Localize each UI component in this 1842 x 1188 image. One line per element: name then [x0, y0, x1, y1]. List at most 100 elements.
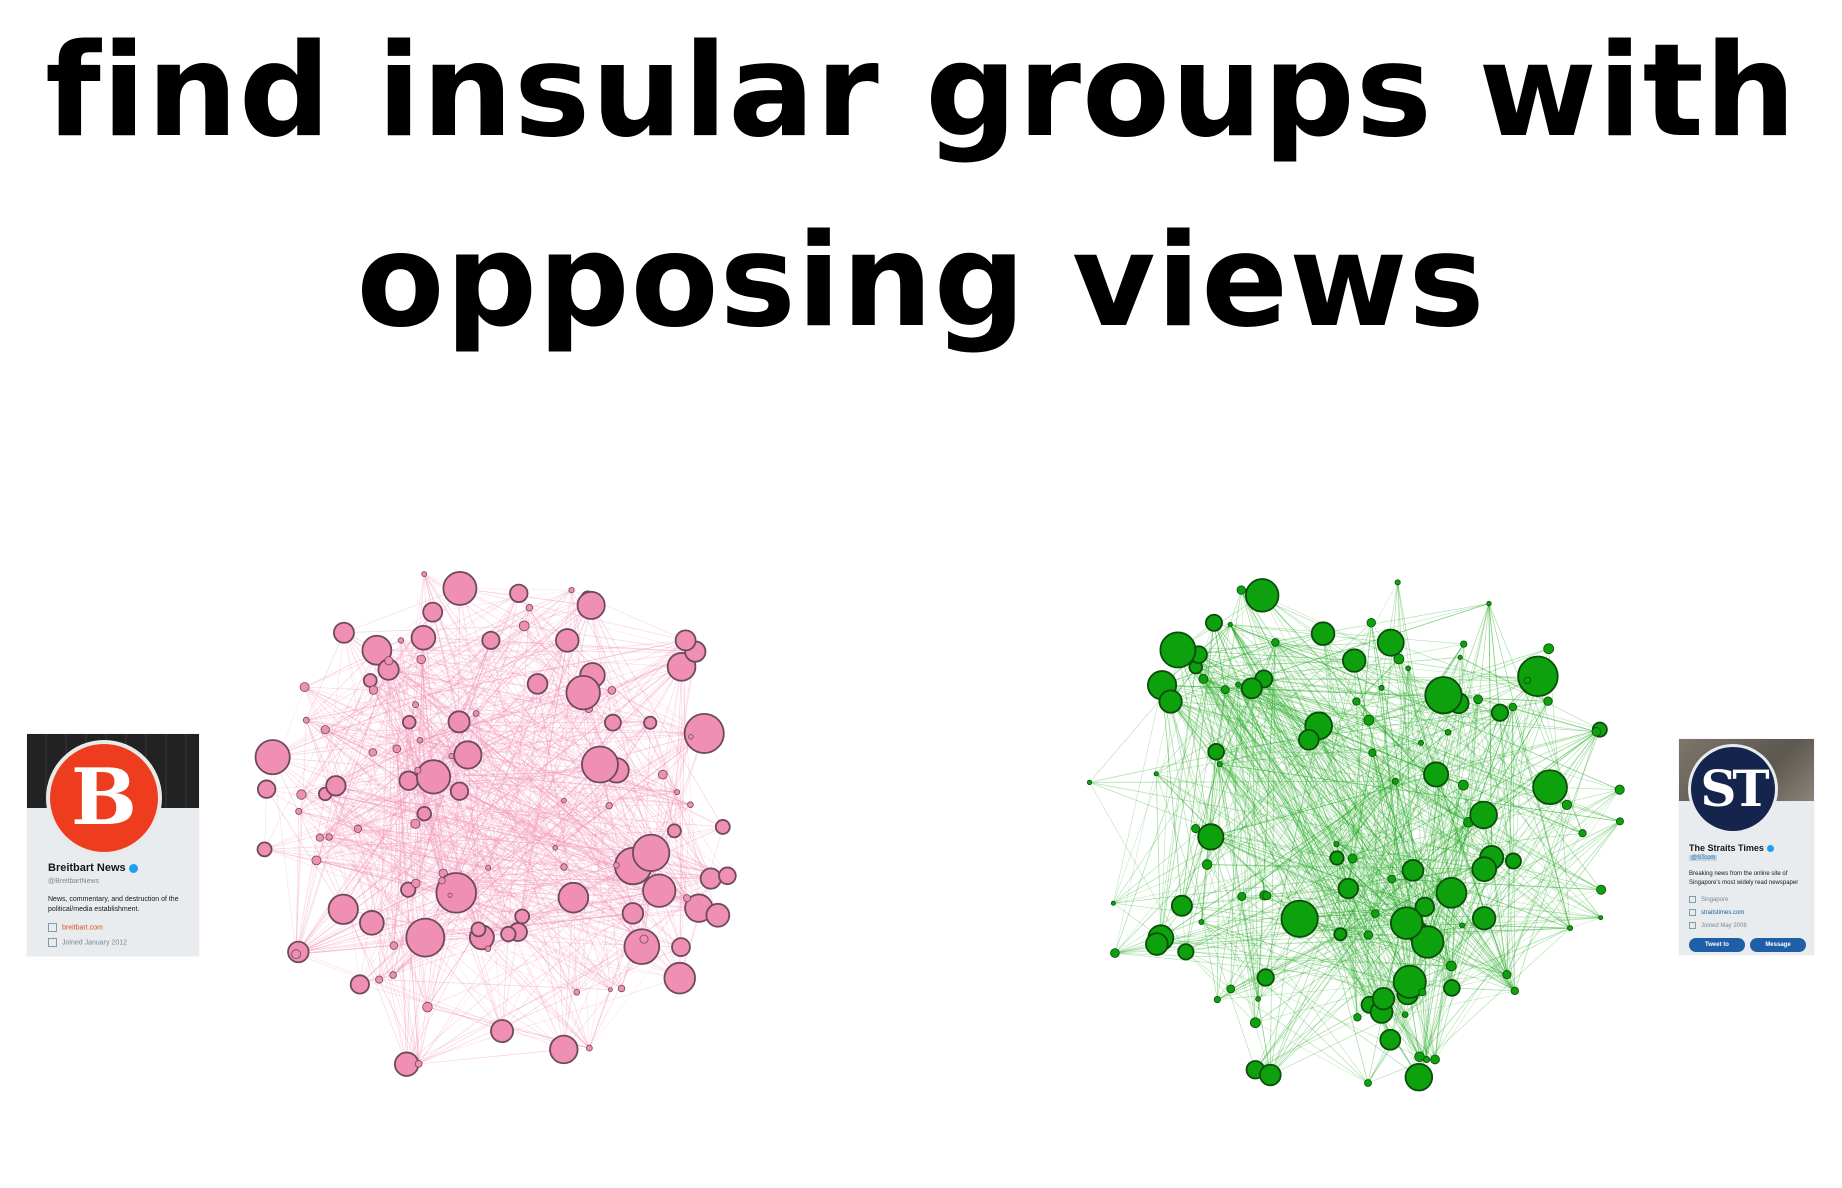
graph-edge — [441, 690, 613, 881]
graph-node — [1240, 677, 1263, 700]
graph-edge — [1352, 832, 1583, 859]
graph-edge — [357, 790, 460, 830]
graph-edge — [517, 690, 613, 933]
graph-edge — [1241, 732, 1449, 897]
graph-edge — [1459, 657, 1514, 862]
profile-link[interactable]: straitstimes.com — [1701, 910, 1745, 917]
graph-edge — [1195, 666, 1411, 983]
graph-edge — [343, 625, 525, 634]
graph-edge — [1512, 706, 1571, 929]
verified-badge-icon — [1766, 845, 1774, 853]
graph-node — [1352, 697, 1361, 706]
graph-node — [1414, 896, 1435, 918]
graph-edge — [1395, 780, 1469, 823]
graph-edge — [1224, 689, 1259, 1000]
graph-edge — [517, 640, 568, 933]
graph-edge — [357, 689, 613, 830]
graph-edge — [408, 780, 652, 854]
graph-node — [1392, 964, 1427, 999]
graph-node — [1341, 648, 1367, 673]
profile-handle: @BreitbartNews — [48, 878, 100, 885]
graph-edge — [406, 637, 424, 1065]
graph-edge — [1160, 917, 1601, 939]
graph-node — [514, 908, 531, 925]
graph-edge — [1181, 684, 1239, 906]
title-line-1: find insular groups with — [45, 17, 1797, 166]
graph-edge — [1491, 676, 1539, 858]
graph-edge — [423, 637, 634, 914]
graph-edge — [1275, 642, 1391, 1040]
graph-edge — [1219, 763, 1420, 1078]
graph-edge — [324, 793, 409, 890]
graph-edge — [662, 666, 682, 775]
graph-node — [1198, 919, 1205, 925]
profile-link[interactable]: breitbart.com — [62, 924, 103, 932]
graph-edge — [1275, 642, 1373, 754]
graph-edge — [1514, 731, 1597, 991]
graph-edge — [537, 683, 574, 898]
graph-edge — [1251, 687, 1551, 788]
graph-edge — [1185, 729, 1600, 953]
graph-edge — [1353, 660, 1418, 932]
graph-edge — [1367, 706, 1514, 936]
graph-edge — [441, 651, 696, 881]
graph-edge — [1185, 951, 1452, 967]
message-button[interactable]: Message — [1750, 938, 1806, 952]
graph-edge — [1210, 780, 1396, 838]
graph-node — [561, 797, 567, 804]
graph-edge — [1368, 934, 1452, 967]
graph-edge — [1353, 660, 1485, 919]
graph-edge — [1418, 892, 1452, 1078]
graph-edge — [400, 640, 469, 756]
graph-edge — [1506, 804, 1568, 975]
graph-edge — [1255, 913, 1376, 1070]
graph-edge — [272, 756, 503, 1032]
graph-edge — [1251, 688, 1428, 943]
graph-edge — [599, 764, 634, 914]
graph-edge — [1170, 701, 1492, 858]
graph-edge — [1177, 649, 1212, 837]
graph-edge — [1270, 822, 1469, 1076]
graph-node — [688, 734, 694, 740]
graph-edge — [427, 875, 728, 1008]
graph-edge — [406, 708, 589, 1065]
graph-edge — [1203, 678, 1384, 999]
graph-edge — [554, 847, 565, 1050]
graph-edge — [563, 800, 681, 979]
graph-edge — [305, 649, 378, 721]
graph-edge — [589, 989, 611, 1049]
graph-edge — [357, 754, 468, 830]
graph-edge — [1210, 729, 1600, 838]
tweet-to-button[interactable]: Tweet to — [1689, 938, 1745, 952]
graph-edge — [1381, 687, 1620, 790]
graph-edge — [563, 792, 678, 1050]
graph-edge — [1177, 642, 1391, 651]
graph-edge — [296, 945, 394, 955]
graph-node — [714, 819, 731, 835]
graph-edge — [449, 722, 651, 896]
graph-edge — [1299, 814, 1484, 920]
graph-edge — [1206, 864, 1271, 1076]
graph-edge — [1201, 921, 1423, 993]
graph-edge — [1237, 684, 1265, 896]
graph-edge — [1216, 751, 1396, 782]
graph-edge — [325, 692, 584, 731]
graph-node — [296, 789, 307, 800]
graph-edge — [370, 680, 373, 923]
graph-edge — [456, 892, 642, 947]
graph-edge — [1195, 666, 1414, 871]
graph-edge — [266, 788, 344, 910]
graph-edge — [335, 785, 617, 866]
graph-edge — [316, 813, 425, 861]
graph-edge — [329, 836, 489, 869]
graph-edge — [316, 637, 424, 861]
graph-edge — [1170, 701, 1349, 889]
graph-edge — [432, 611, 719, 916]
graph-edge — [325, 729, 645, 940]
graph-node — [1259, 1063, 1282, 1087]
graph-edge — [400, 640, 584, 694]
graph-edge — [1219, 688, 1253, 765]
graph-edge — [295, 811, 300, 955]
graph-edge — [1170, 701, 1597, 733]
graph-edge — [328, 836, 451, 896]
